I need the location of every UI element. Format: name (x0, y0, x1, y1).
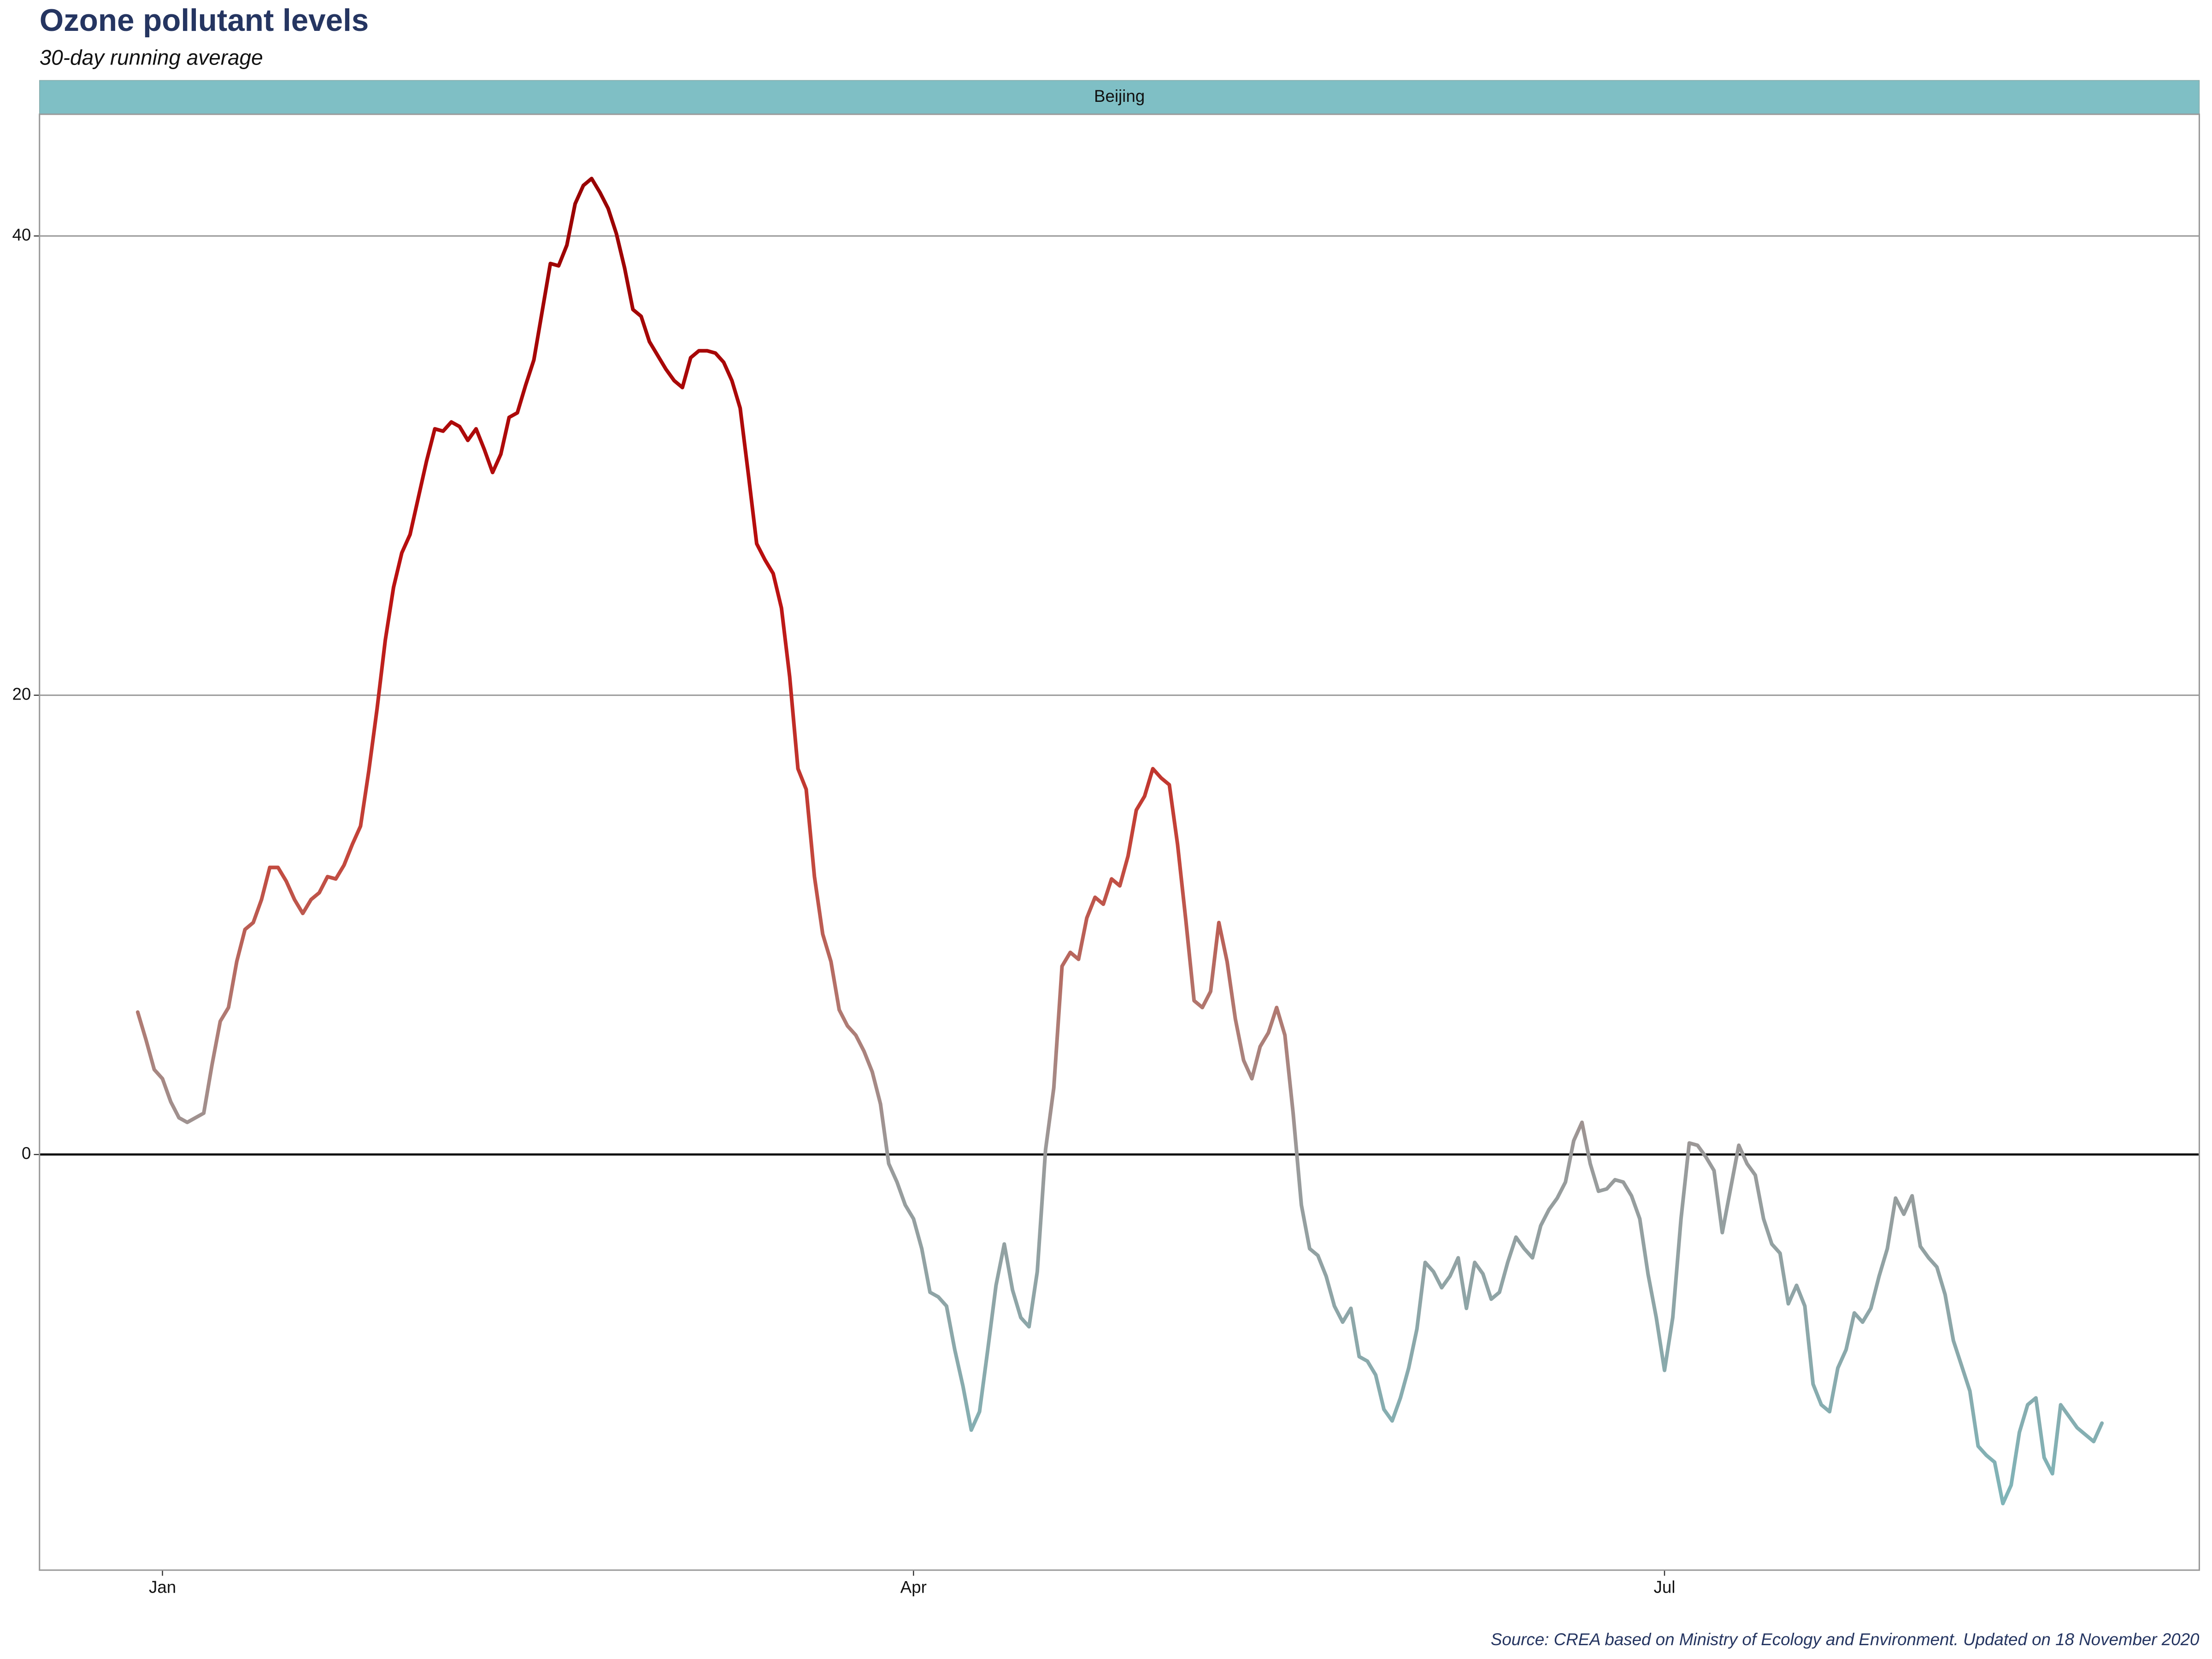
panel-strip (39, 80, 2200, 115)
y-tick-label: 40 (12, 225, 31, 244)
y-tick-label: 0 (22, 1144, 31, 1163)
panel-border (39, 113, 2200, 1571)
x-tick-label: Jan (149, 1578, 176, 1597)
data-line (135, 176, 2104, 1506)
chart-title: Ozone pollutant levels (40, 3, 369, 38)
x-tick-label: Apr (900, 1578, 927, 1597)
y-tick-label: 20 (12, 684, 31, 703)
chart-subtitle: 30-day running average (40, 46, 263, 70)
x-tick-label: Jul (1653, 1578, 1675, 1597)
source-caption: Source: CREA based on Ministry of Ecolog… (1491, 1630, 2200, 1649)
panel-label: Beijing (1094, 87, 1145, 106)
